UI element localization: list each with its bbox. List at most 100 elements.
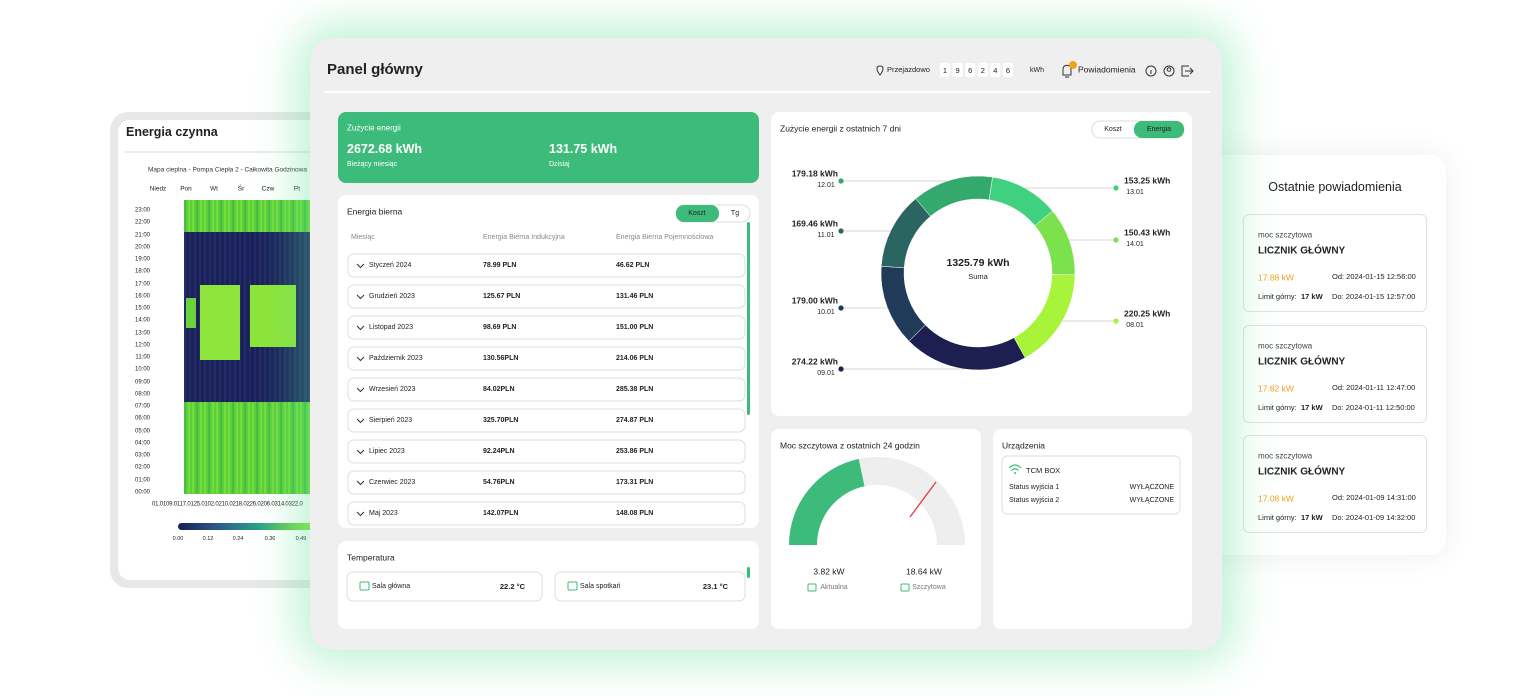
- limit-label: Limit górny:: [1258, 402, 1297, 412]
- hour-label: 21:00: [134, 232, 150, 239]
- scrollbar: [747, 222, 750, 415]
- table-cell: 148.08 PLN: [616, 510, 654, 518]
- current-value: 3.82 kW: [813, 566, 845, 577]
- heatmap-title: Mapa cieplna - Pompa Ciepła 2 - Całkowit…: [148, 166, 307, 174]
- status-label: Status wyjścia 2: [1009, 497, 1060, 505]
- meter-unit: kWh: [1030, 66, 1044, 74]
- table-cell: 78.99 PLN: [483, 262, 517, 270]
- date-label: 10.01: [817, 309, 835, 317]
- table-cell: 173.31 PLN: [616, 479, 654, 487]
- heatmap-stripe: [184, 232, 186, 402]
- heatmap-stripe: [299, 232, 301, 402]
- hour-label: 04:00: [134, 440, 150, 447]
- day-label: Śr: [237, 185, 245, 193]
- donut-segment: [908, 324, 1026, 371]
- room-icon: [567, 581, 578, 591]
- room-box: [346, 571, 543, 602]
- date-label: 08.01: [1126, 322, 1144, 330]
- notification-item: moc szczytowa LICZNIK GŁÓWNY 17.08 kW Od: 2…: [1243, 435, 1427, 533]
- card-title: Zużycie energii: [347, 123, 401, 133]
- chevron: [356, 449, 365, 455]
- hour-label: 13:00: [134, 330, 150, 337]
- chevron: [356, 511, 365, 517]
- scrollbar: [747, 567, 750, 578]
- devices-card: Urządzenia TCM BOX Status wyjścia 1 WYŁĄCZO…: [993, 429, 1192, 629]
- temperature-graphics: [346, 567, 750, 602]
- donut-card: Zużycie energii z ostatnich 7 dni Koszt En…: [771, 112, 1192, 416]
- toggle-active: [1134, 121, 1184, 138]
- value-label: 220.25 kWh: [1124, 308, 1171, 319]
- gauge-fill: [788, 458, 865, 545]
- heatmap-card: Energia czynna Mapa cieplna - Pompa Ciepł…: [110, 112, 342, 588]
- today-value: 131.75 kWh: [549, 142, 618, 157]
- hour-label: 16:00: [134, 293, 150, 300]
- leader-dot: [1113, 185, 1119, 191]
- logout-icon: [1181, 65, 1194, 77]
- digit-box: [1003, 63, 1013, 77]
- notification-item: moc szczytowa LICZNIK GŁÓWNY 17.88 kW Od: 2…: [1243, 214, 1427, 312]
- card-title: Zużycie energii z ostatnich 7 dni: [780, 123, 901, 134]
- day-label: Niedz: [149, 185, 167, 193]
- time-to: Do: 2024-01-11 12:50:00: [1332, 402, 1415, 412]
- chevron: [356, 325, 365, 331]
- current-label: Aktualna: [820, 584, 848, 592]
- toggle-option: Koszt: [1104, 125, 1122, 133]
- hour-label: 08:00: [134, 391, 150, 398]
- hour-label: 17:00: [134, 281, 150, 288]
- donut-segment: [915, 175, 993, 217]
- table-cell: Styczeń 2024: [369, 262, 412, 270]
- temperature-card: Temperatura Sala główna 22.2 °C Sala spotka…: [338, 541, 759, 629]
- device-name: TCM BOX: [1026, 465, 1061, 475]
- value-label: 274.22 kWh: [791, 356, 838, 367]
- hour-label: 22:00: [134, 219, 150, 226]
- table-cell: 253.86 PLN: [616, 448, 654, 456]
- colorbar-tick: 0.00: [172, 535, 184, 542]
- donut-total: 1325.79 kWh: [946, 257, 1010, 270]
- digit-box: [977, 63, 988, 77]
- column-header: Miesiąc: [351, 234, 375, 242]
- colorbar-tick: 0.36: [264, 535, 276, 542]
- table-row: [347, 315, 746, 340]
- value-label: 179.00 kWh: [791, 295, 838, 306]
- hour-label: 12:00: [134, 342, 150, 349]
- day-label: Pon: [180, 185, 192, 193]
- devices-graphics: [1001, 455, 1181, 515]
- hour-label: 23:00: [134, 207, 150, 214]
- card-title: Energia bierna: [347, 206, 403, 217]
- card-title: Temperatura: [347, 552, 395, 563]
- header-graphics: [324, 61, 1210, 93]
- wifi-icon: [1008, 464, 1022, 471]
- digit-box: [965, 63, 976, 77]
- meter-digit: 2: [980, 65, 985, 75]
- bell-icon: [1062, 64, 1072, 78]
- date-label: 12.01: [817, 182, 835, 190]
- chevron: [356, 387, 365, 393]
- month-value: 2672.68 kWh: [347, 142, 423, 157]
- hour-label: 01:00: [134, 477, 150, 484]
- donut-segment: [1034, 210, 1076, 276]
- gauge-peak-marker: [909, 481, 937, 518]
- leader-dot: [838, 178, 844, 184]
- leader-dot: [838, 305, 844, 311]
- notification-type: moc szczytowa: [1258, 341, 1313, 351]
- notification-value: 17.08 kW: [1258, 493, 1294, 504]
- month-label: Bieżący miesiąc: [347, 161, 398, 169]
- room-value: 22.2 °C: [499, 581, 525, 591]
- hour-label: 09:00: [134, 379, 150, 386]
- user-icon: [1163, 65, 1175, 77]
- colorbar-tick: 0.24: [232, 535, 244, 542]
- chevron: [356, 294, 365, 300]
- hour-label: 15:00: [134, 305, 150, 312]
- hour-label: 05:00: [134, 428, 150, 435]
- value-label: 169.46 kWh: [791, 218, 838, 229]
- table-row: [347, 284, 746, 309]
- chevron: [356, 356, 365, 362]
- notification-value: 17.82 kW: [1258, 383, 1294, 394]
- card-title: Energia czynna: [126, 125, 218, 140]
- meter-digit: 9: [955, 65, 960, 75]
- limit-label: Limit górny:: [1258, 512, 1297, 522]
- meter-digit: 4: [993, 65, 998, 75]
- donut-total-label: Suma: [968, 271, 988, 281]
- main-panel: Panel główny Przejazdowo 1 9 6 2 4 6 kWh Powiadom…: [310, 38, 1222, 650]
- room-value: 23.1 °C: [702, 581, 728, 591]
